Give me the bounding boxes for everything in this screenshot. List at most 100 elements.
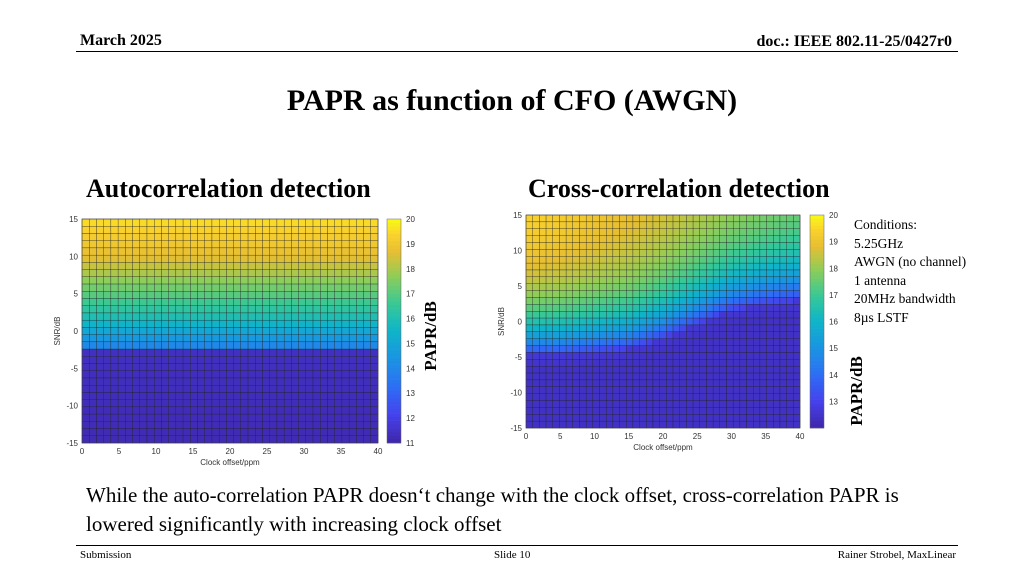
heatmap-cell <box>632 400 640 408</box>
heatmap-cell <box>525 317 533 326</box>
heatmap-cell <box>753 345 761 353</box>
heatmap-cell <box>773 414 781 422</box>
heatmap-cell <box>753 242 761 250</box>
heatmap-cell <box>679 379 687 387</box>
heatmap-cell <box>139 406 148 415</box>
heatmap-cell <box>197 247 205 256</box>
heatmap-cell <box>204 399 213 408</box>
heatmap-cell <box>679 256 687 264</box>
heatmap-cell <box>592 228 600 236</box>
heatmap-cell <box>779 372 787 381</box>
heatmap-cell <box>532 407 540 415</box>
heatmap-cell <box>89 363 97 371</box>
heatmap-cell <box>773 365 781 374</box>
heatmap-cell <box>110 406 119 415</box>
heatmap-cell <box>559 324 567 333</box>
colorbar-tick-label: 16 <box>406 315 415 324</box>
heatmap-cell <box>699 276 707 284</box>
heatmap-cell <box>298 327 307 335</box>
heatmap-cell <box>96 334 104 343</box>
heatmap-cell <box>363 226 372 234</box>
heatmap-cell <box>532 283 540 291</box>
heatmap-cell <box>291 341 299 350</box>
heatmap-cell <box>356 370 364 379</box>
heatmap-cell <box>686 352 694 360</box>
heatmap-cell <box>746 331 754 339</box>
heatmap-cell <box>110 269 119 278</box>
heatmap-cell <box>291 283 299 292</box>
heatmap-cell <box>182 327 191 335</box>
heatmap-cell <box>96 435 104 444</box>
heatmap-cell <box>632 214 640 223</box>
heatmap-cell <box>612 352 620 360</box>
heatmap-cell <box>779 414 787 422</box>
heatmap-cell <box>766 311 774 319</box>
heatmap-cell <box>766 379 774 387</box>
heatmap-cell <box>612 359 620 367</box>
heatmap-cell <box>139 341 148 350</box>
heatmap-cell <box>759 221 767 229</box>
heatmap-cell <box>81 334 90 343</box>
heatmap-cell <box>320 341 328 350</box>
heatmap-cell <box>525 297 533 305</box>
colorbar-tick-label: 14 <box>829 371 838 380</box>
heatmap-cell <box>327 399 335 408</box>
heatmap-cell <box>96 226 104 234</box>
colorbar-segment <box>387 383 401 388</box>
heatmap-cell <box>545 400 553 408</box>
heatmap-cell <box>525 242 533 250</box>
heatmap-cell <box>161 399 169 408</box>
heatmap-cell <box>211 276 220 285</box>
colorbar-segment <box>387 431 401 436</box>
heatmap-cell <box>626 249 634 257</box>
heatmap-cell <box>552 221 560 229</box>
heatmap-cell <box>204 428 213 437</box>
heatmap-cell <box>161 319 169 328</box>
heatmap-cell <box>606 249 614 257</box>
heatmap-cell <box>559 345 567 353</box>
heatmap-cell <box>233 413 242 422</box>
heatmap-cell <box>719 214 727 223</box>
heatmap-cell <box>89 298 97 306</box>
heatmap-cell <box>679 214 687 223</box>
heatmap-cell <box>327 341 335 350</box>
heatmap-cell <box>773 235 781 243</box>
heatmap-cell <box>175 240 184 249</box>
heatmap-cell <box>348 305 357 314</box>
heatmap-cell <box>81 428 90 437</box>
heatmap-cell <box>334 319 343 328</box>
heatmap-cell <box>204 385 213 393</box>
heatmap-cell <box>262 421 270 429</box>
heatmap-cell <box>646 214 654 223</box>
heatmap-cell <box>255 385 263 393</box>
heatmap-cell <box>532 379 540 387</box>
heatmap-cell <box>320 356 328 364</box>
colorbar-tick-label: 20 <box>406 215 415 224</box>
heatmap-cell <box>626 400 634 408</box>
heatmap-cell <box>154 428 162 437</box>
heatmap-cell <box>96 312 104 321</box>
heatmap-cell <box>276 312 285 321</box>
heatmap-cell <box>726 414 734 422</box>
colorbar-tick-label: 15 <box>829 344 838 353</box>
heatmap-cell <box>619 214 627 223</box>
heatmap-cell <box>666 359 674 367</box>
heatmap-cell <box>632 352 640 360</box>
heatmap-cell <box>639 242 647 250</box>
heatmap-cell <box>746 420 754 429</box>
heatmap-cell <box>779 256 787 264</box>
heatmap-cell <box>197 254 205 263</box>
heatmap-cell <box>773 256 781 264</box>
heatmap-cell <box>190 298 198 306</box>
heatmap-cell <box>269 385 278 393</box>
heatmap-cell <box>182 319 191 328</box>
heatmap-cell <box>532 420 540 429</box>
heatmap-cell <box>585 414 594 422</box>
heatmap-cell <box>110 385 119 393</box>
colorbar-segment <box>387 275 401 280</box>
heatmap-cell <box>592 304 600 312</box>
colorbar-segment <box>387 304 401 309</box>
heatmap-cell <box>211 363 220 371</box>
heatmap-cell <box>579 407 587 415</box>
colorbar-segment <box>810 250 824 255</box>
